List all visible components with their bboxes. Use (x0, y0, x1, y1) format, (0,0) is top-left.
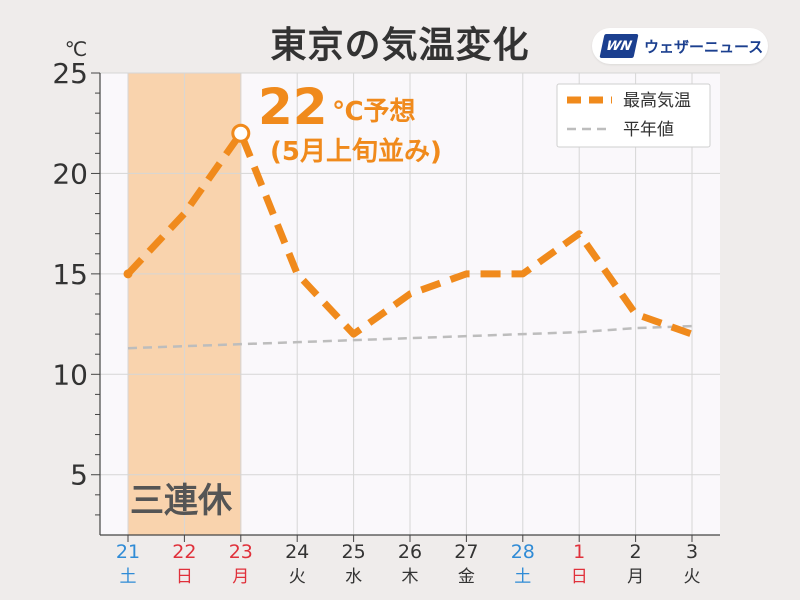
data-point-highlight (231, 123, 251, 143)
x-tick-date-7: 28 (511, 541, 535, 563)
series-line-max-temp (125, 129, 694, 338)
x-tick-date-8: 1 (573, 541, 585, 563)
y-tick-label-15: 15 (52, 258, 88, 291)
weathernews-logo: WN ウェザーニュース (592, 28, 768, 64)
page-title: 東京の気温変化 (270, 25, 530, 66)
data-point-start (123, 269, 133, 279)
x-tick-weekday-9: 月 (627, 567, 644, 587)
x-tick-date-1: 22 (172, 541, 196, 563)
x-tick-weekday-1: 日 (176, 567, 193, 587)
legend-label-max-temp: 最高気温 (623, 91, 691, 111)
x-tick-date-4: 25 (342, 541, 366, 563)
x-tick-date-5: 26 (398, 541, 422, 563)
brand-name: ウェザーニュース (644, 37, 764, 56)
x-tick-weekday-10: 火 (684, 567, 701, 587)
y-tick-label-20: 20 (52, 157, 88, 190)
x-tick-weekday-0: 土 (120, 567, 137, 587)
x-tick-weekday-4: 水 (345, 567, 362, 587)
x-tick-weekday-5: 木 (402, 567, 419, 587)
x-tick-weekday-3: 火 (289, 567, 306, 587)
forecast-unit: ℃予想 (332, 97, 416, 127)
x-tick-date-10: 3 (686, 541, 698, 563)
x-tick-weekday-8: 日 (571, 567, 588, 587)
x-tick-date-0: 21 (116, 541, 140, 563)
holiday-label: 三連休 (130, 481, 233, 521)
x-tick-weekday-6: 金 (458, 567, 475, 587)
y-axis-unit: ℃ (65, 37, 87, 61)
x-tick-weekday-2: 月 (232, 567, 249, 587)
series-line-normal (127, 324, 693, 350)
x-tick-date-9: 2 (630, 541, 642, 563)
x-tick-date-3: 24 (285, 541, 309, 563)
x-tick-date-2: 23 (229, 541, 253, 563)
x-tick-weekday-7: 土 (514, 567, 531, 587)
x-tick-date-6: 27 (454, 541, 478, 563)
y-tick-label-5: 5 (70, 459, 88, 492)
forecast-value: 22 (258, 78, 328, 136)
y-tick-label-10: 10 (52, 358, 88, 391)
forecast-note: (5月上旬並み) (270, 137, 442, 167)
legend-label-normal: 平年値 (623, 120, 674, 140)
y-tick-label-25: 25 (52, 57, 88, 90)
